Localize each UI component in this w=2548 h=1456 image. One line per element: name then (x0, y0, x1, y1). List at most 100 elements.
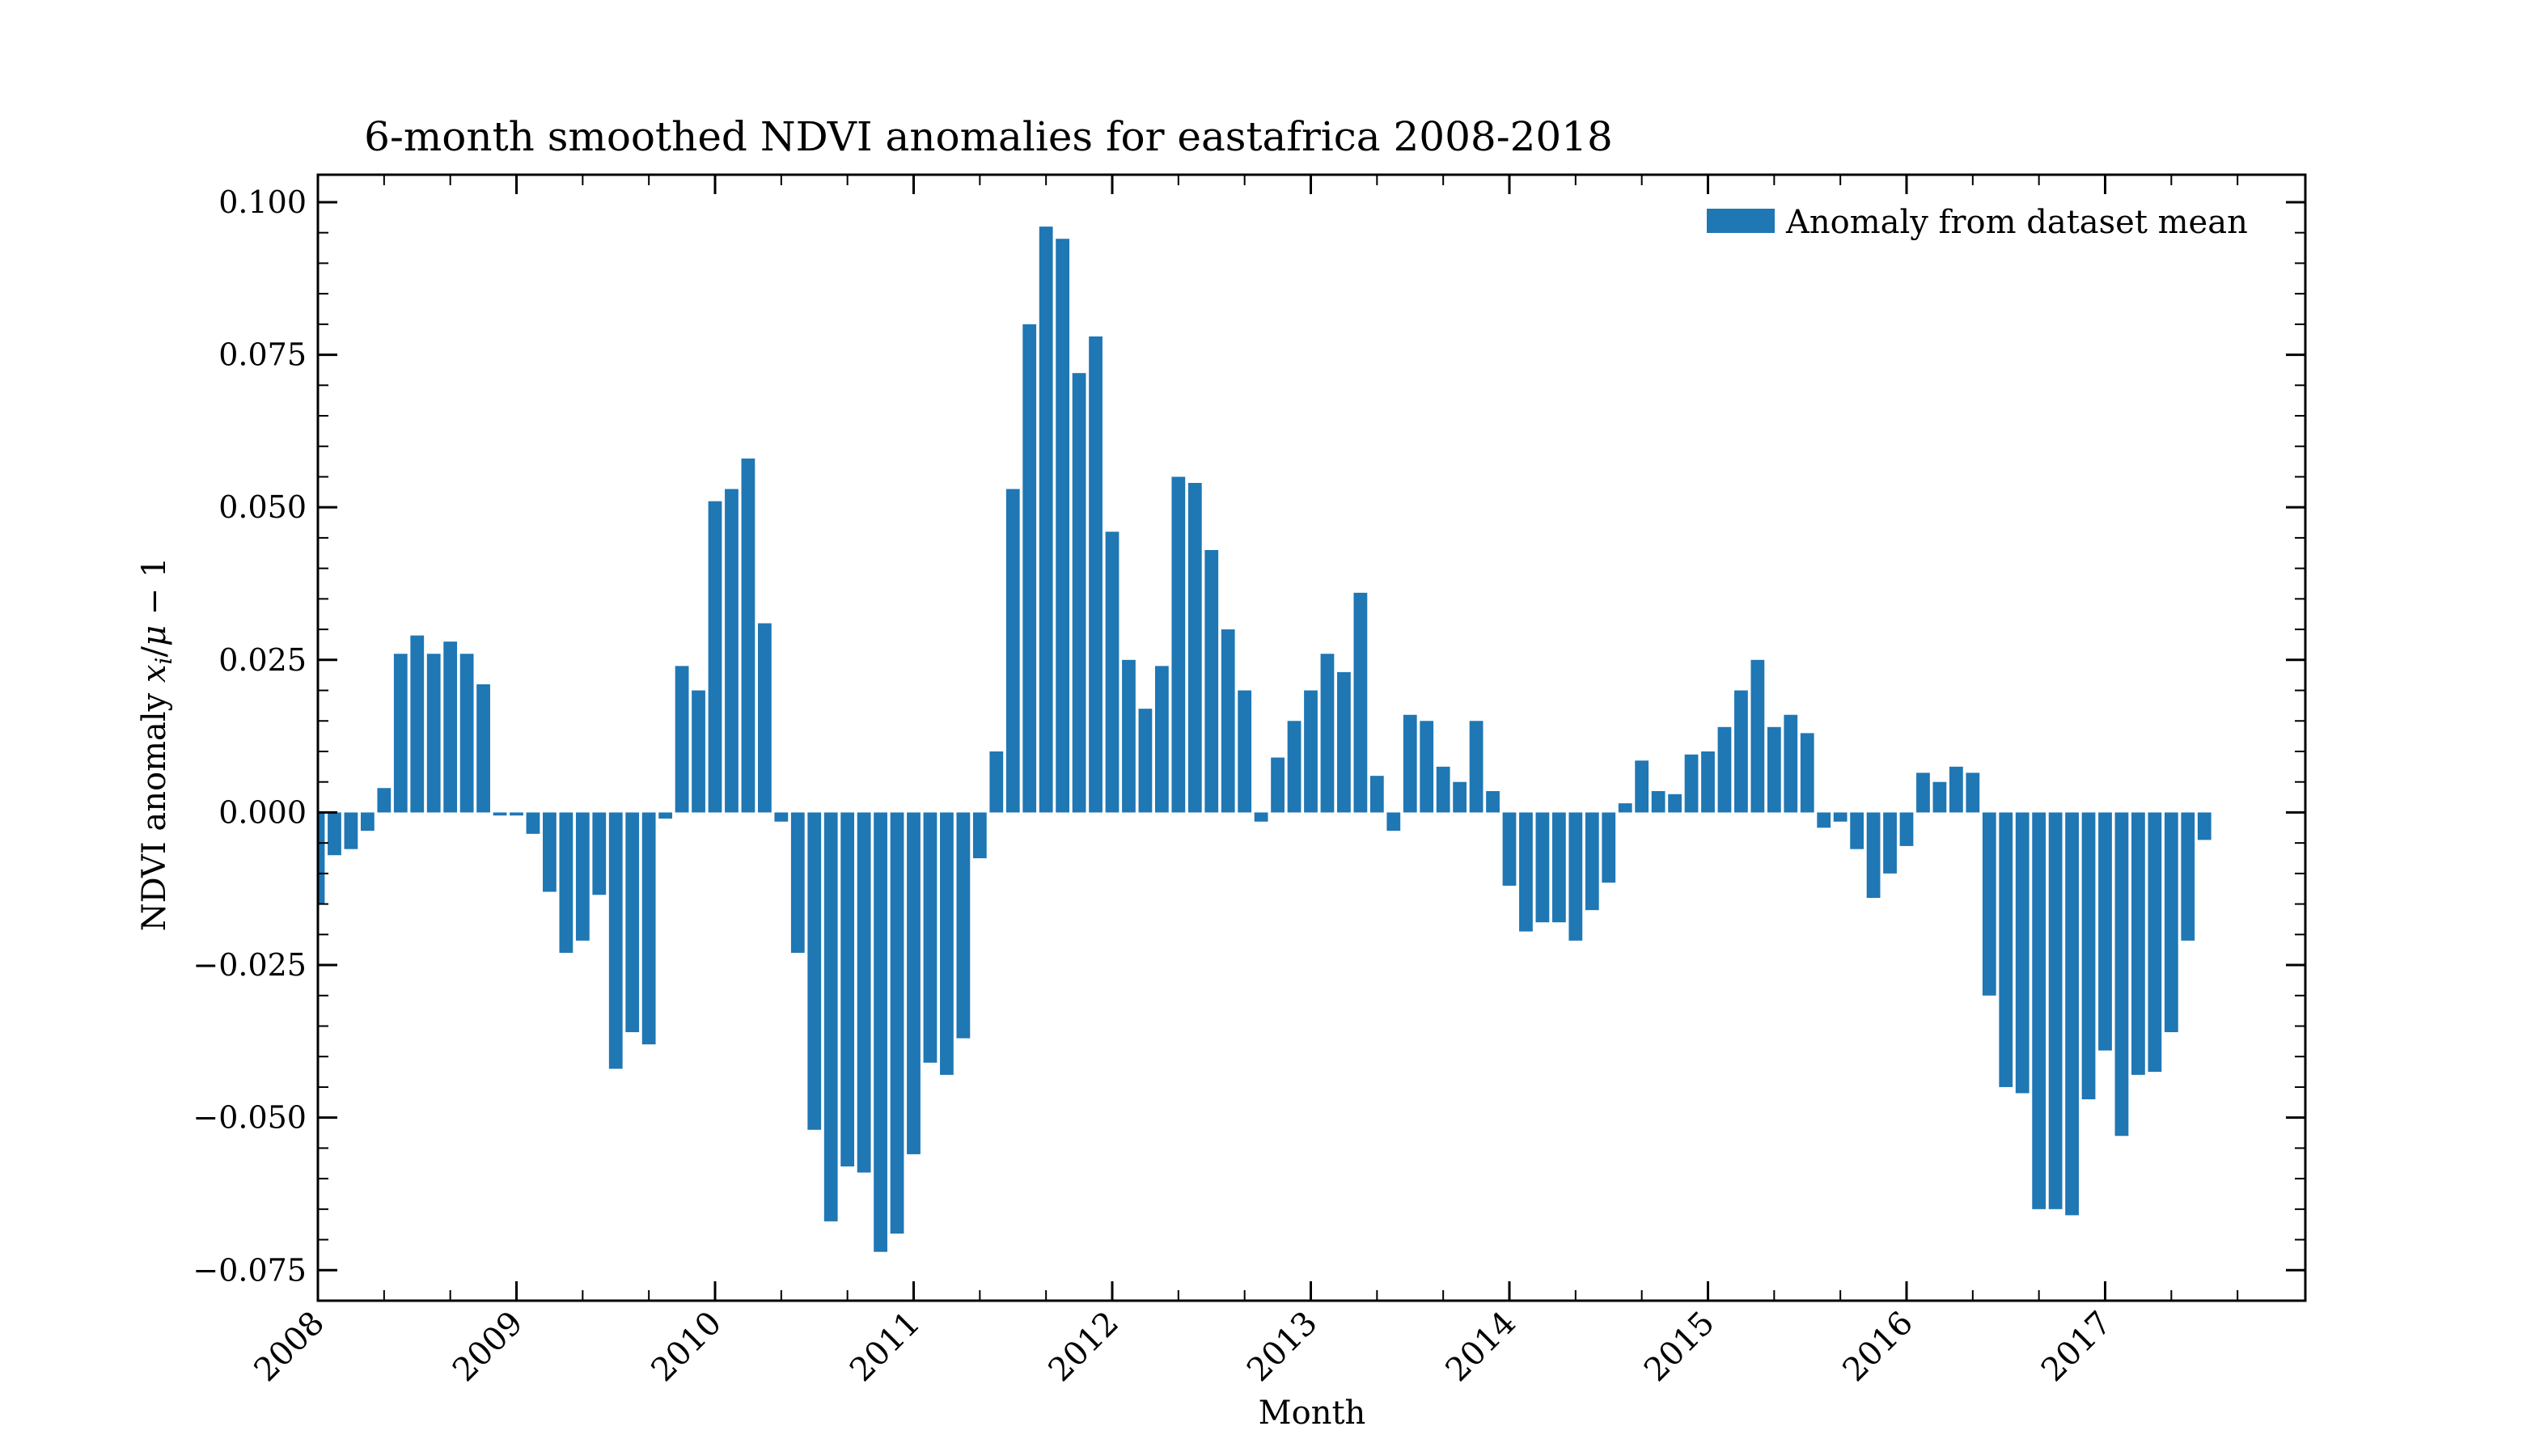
bar (1221, 629, 1235, 813)
bar (1668, 794, 1682, 813)
bar (658, 812, 673, 819)
bar (344, 812, 358, 849)
bar (1469, 721, 1484, 813)
bar (1204, 550, 1219, 813)
bar (1353, 592, 1368, 813)
bar (1039, 226, 1053, 813)
bar (2131, 812, 2145, 1075)
bar (2065, 812, 2079, 1216)
bar (377, 788, 392, 813)
bar (393, 654, 408, 813)
bar (1187, 483, 1202, 813)
bar (426, 654, 441, 813)
bar (543, 812, 557, 892)
bar (1238, 690, 1252, 813)
bar (1635, 760, 1649, 813)
bar (1369, 776, 1384, 813)
bar (1651, 791, 1666, 813)
bar (476, 684, 490, 813)
bar (2197, 812, 2212, 840)
bar (1585, 812, 1599, 911)
bar (1883, 812, 1897, 874)
bar (1271, 757, 1285, 813)
y-tick-label: 0.075 (218, 337, 307, 373)
bar-series (318, 226, 2212, 1252)
bar (1833, 812, 1848, 822)
y-axis-label: NDVI anomaly xi/μ − 1 (136, 557, 177, 932)
legend-label: Anomaly from dataset mean (1785, 204, 2248, 241)
bar (1056, 239, 1070, 813)
bar (1602, 812, 1616, 883)
bar (510, 812, 523, 816)
bar (1618, 803, 1632, 813)
bar (956, 812, 971, 1039)
bar (2098, 812, 2112, 1051)
bar (675, 666, 689, 813)
y-tick-label: 0.100 (218, 184, 307, 220)
bar (1022, 324, 1037, 813)
bar (1800, 733, 1814, 813)
bar (708, 501, 722, 813)
bar (1171, 476, 1186, 813)
bar (890, 812, 904, 1234)
bar (1287, 721, 1302, 813)
bar (790, 812, 805, 953)
bar (2015, 812, 2030, 1094)
bar (907, 812, 921, 1154)
bar (1072, 373, 1086, 813)
bar (774, 812, 789, 822)
bar (1320, 654, 1335, 813)
bar (923, 812, 938, 1063)
bar (1850, 812, 1864, 849)
bar (1304, 690, 1318, 813)
bar (410, 635, 425, 813)
bar (874, 812, 887, 1252)
bar (493, 812, 507, 816)
bar (592, 812, 607, 895)
y-tick-label: 0.025 (218, 642, 307, 678)
bar (857, 812, 871, 1173)
x-axis-label: Month (1259, 1395, 1366, 1432)
bar (1932, 781, 1947, 813)
bar (641, 812, 656, 1045)
bar (1717, 726, 1732, 813)
y-axis: −0.075 −0.050 −0.025 0.000 0.025 0.050 0.075 0.… (193, 184, 2305, 1288)
bar (1254, 812, 1268, 822)
bar (2048, 812, 2063, 1209)
bar (1089, 336, 1103, 813)
bar (608, 812, 623, 1069)
bar (692, 690, 705, 813)
bar (1005, 489, 1020, 813)
bar (1999, 812, 2013, 1087)
bar (940, 812, 954, 1075)
bar (1551, 812, 1566, 923)
bar (1684, 754, 1699, 813)
bar (2181, 812, 2195, 941)
bar (1122, 659, 1136, 813)
bar (2081, 812, 2096, 1100)
bar (1337, 671, 1351, 813)
bar (741, 458, 756, 813)
bar (807, 812, 822, 1130)
bar (1154, 666, 1169, 813)
bar (757, 623, 772, 813)
chart-title: 6-month smoothed NDVI anomalies for east… (364, 113, 1613, 160)
bar (2032, 812, 2046, 1209)
bar (625, 812, 640, 1033)
bar (823, 812, 838, 1221)
bar (559, 812, 574, 953)
legend-swatch (1707, 209, 1775, 233)
bar (1436, 766, 1450, 813)
bar (1519, 812, 1533, 932)
bar (1817, 812, 1831, 828)
y-tick-label: 0.050 (218, 489, 307, 525)
bar (2114, 812, 2129, 1136)
y-tick-label: 0.000 (218, 794, 307, 830)
bar (1386, 812, 1401, 832)
bar (1784, 714, 1798, 813)
bar (1535, 812, 1550, 923)
bar (526, 812, 540, 834)
bar (1568, 812, 1583, 941)
bar (1866, 812, 1881, 899)
